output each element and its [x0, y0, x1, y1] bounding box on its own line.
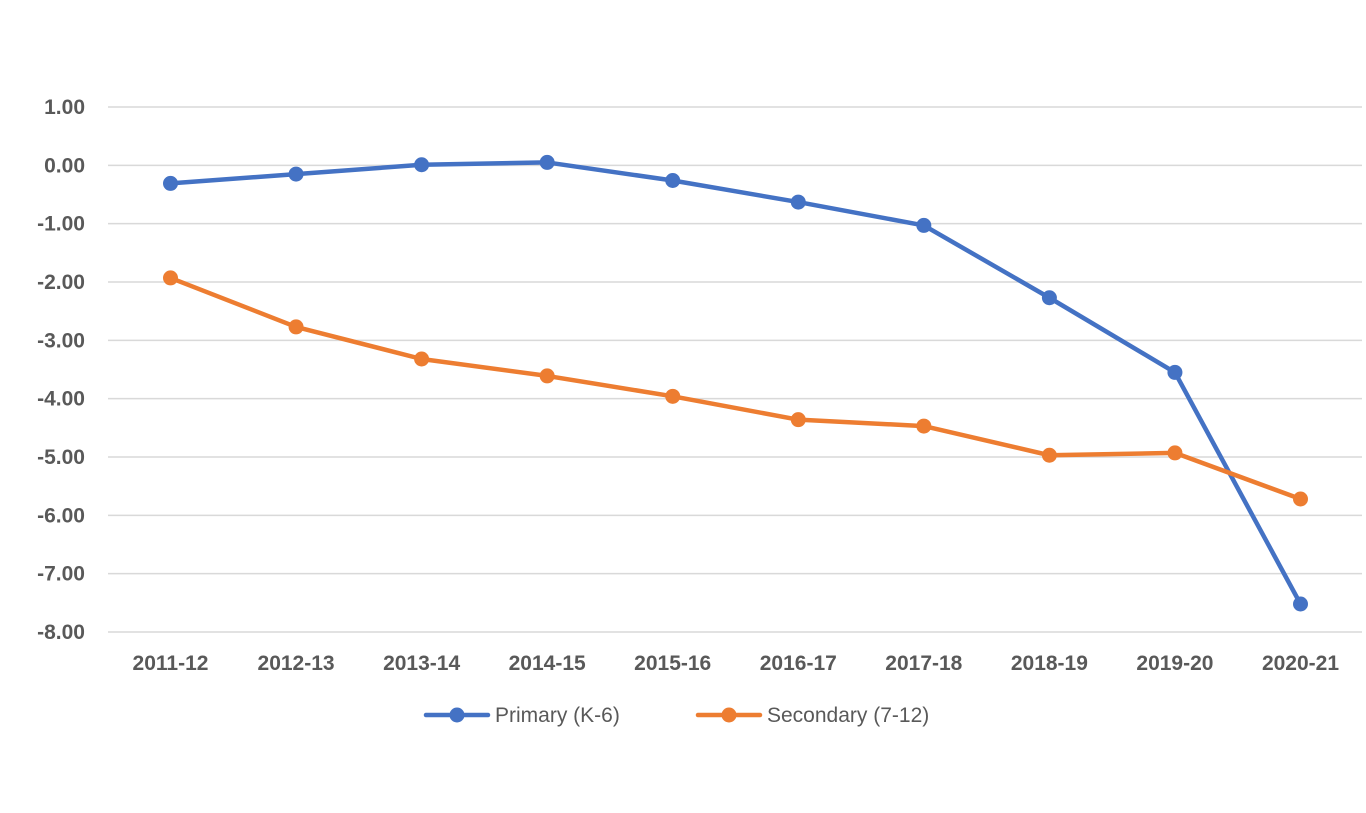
data-point: [1041, 447, 1057, 463]
x-tick-label: 2017-18: [885, 652, 962, 675]
series-line: [168, 275, 1303, 502]
series-layer: [163, 154, 1308, 612]
y-tick-label: -4.00: [37, 388, 85, 411]
x-axis-ticks: 2011-12 2012-13 2013-14 2014-15 2015-16 2016-…: [133, 652, 1340, 675]
data-point: [414, 351, 430, 367]
y-tick-label: -5.00: [37, 446, 85, 469]
series-line: [168, 160, 1303, 607]
y-tick-label: -2.00: [37, 271, 85, 294]
legend-swatch-marker: [721, 707, 737, 723]
y-tick-label: -1.00: [37, 213, 85, 236]
legend-label: Primary (K-6): [495, 704, 620, 727]
y-tick-label: 1.00: [44, 96, 85, 119]
x-tick-label: 2016-17: [760, 652, 837, 675]
x-tick-label: 2020-21: [1262, 652, 1339, 675]
legend-label: Secondary (7-12): [767, 704, 929, 727]
y-tick-label: -3.00: [37, 329, 85, 352]
data-point: [916, 217, 932, 233]
y-tick-label: 0.00: [44, 154, 85, 177]
y-tick-label: -8.00: [37, 621, 85, 644]
legend: Primary (K-6) Secondary (7-12): [423, 704, 929, 727]
data-point: [288, 319, 304, 335]
x-tick-label: 2012-13: [258, 652, 335, 675]
y-axis-ticks: 1.00 0.00 -1.00 -2.00 -3.00 -4.00 -5.00 -6.00 -7…: [37, 96, 85, 644]
series-primary: [163, 154, 1308, 612]
data-point: [539, 368, 555, 384]
data-point: [1167, 445, 1183, 461]
data-point: [414, 157, 430, 173]
legend-swatch-marker: [449, 707, 465, 723]
x-tick-label: 2011-12: [133, 652, 209, 675]
data-point: [163, 270, 178, 286]
data-point: [1167, 364, 1183, 380]
x-tick-label: 2013-14: [383, 652, 460, 675]
data-point: [163, 175, 178, 191]
data-point: [1041, 290, 1057, 306]
x-tick-label: 2019-20: [1136, 652, 1213, 675]
data-point: [1293, 491, 1308, 507]
data-point: [790, 412, 806, 428]
data-point: [665, 388, 681, 404]
x-tick-label: 2015-16: [634, 652, 711, 675]
legend-item-primary: Primary (K-6): [423, 704, 620, 727]
data-point: [665, 173, 681, 188]
data-point: [916, 418, 932, 434]
data-point: [1293, 596, 1308, 612]
data-point: [288, 166, 304, 182]
data-point: [539, 154, 555, 170]
y-tick-label: -7.00: [37, 563, 85, 586]
x-tick-label: 2014-15: [509, 652, 586, 675]
data-point: [790, 194, 806, 210]
y-tick-label: -6.00: [37, 504, 85, 527]
series-secondary: [163, 270, 1308, 507]
legend-item-secondary: Secondary (7-12): [695, 704, 929, 727]
gridlines: [108, 106, 1362, 633]
x-tick-label: 2018-19: [1011, 652, 1088, 675]
